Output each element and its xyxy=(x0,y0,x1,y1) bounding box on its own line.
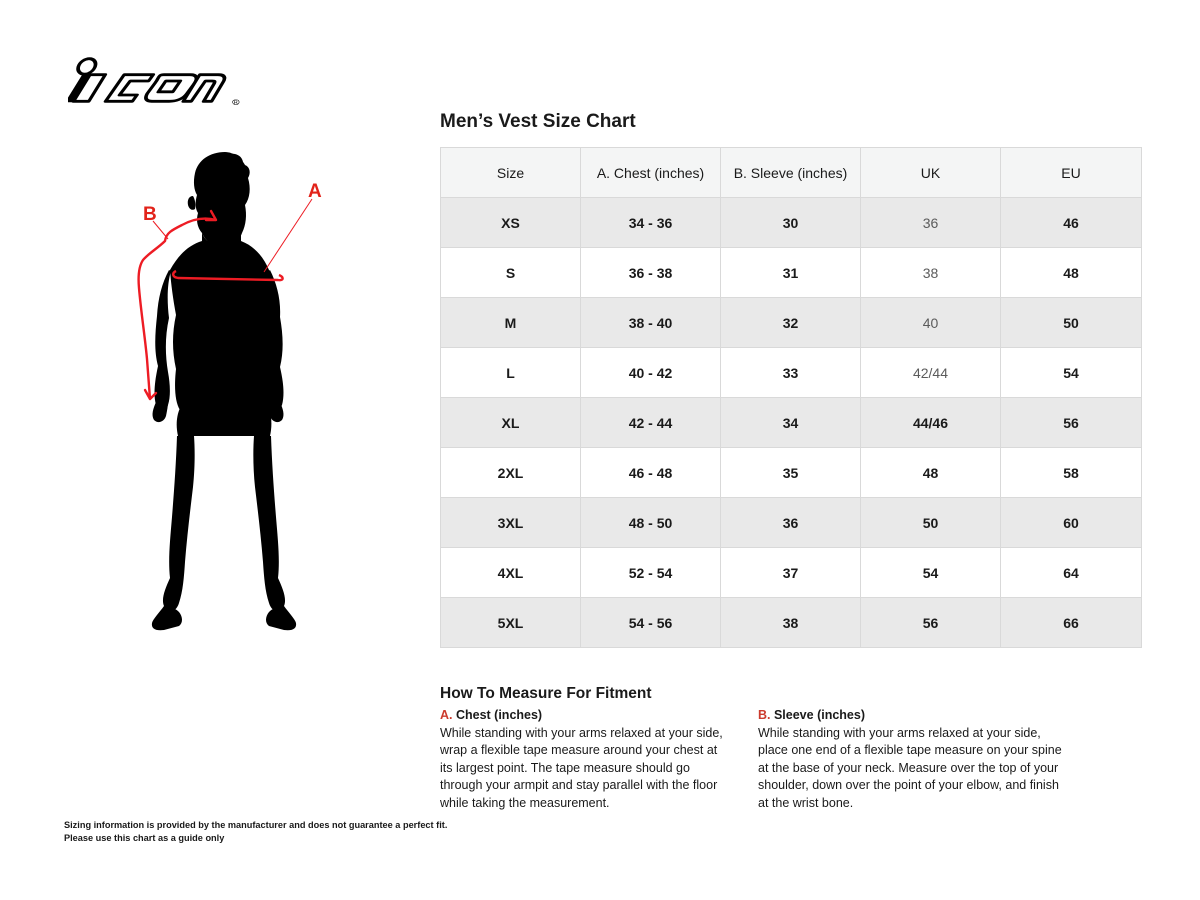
svg-text:A: A xyxy=(308,181,322,202)
svg-text:B: B xyxy=(143,204,157,225)
